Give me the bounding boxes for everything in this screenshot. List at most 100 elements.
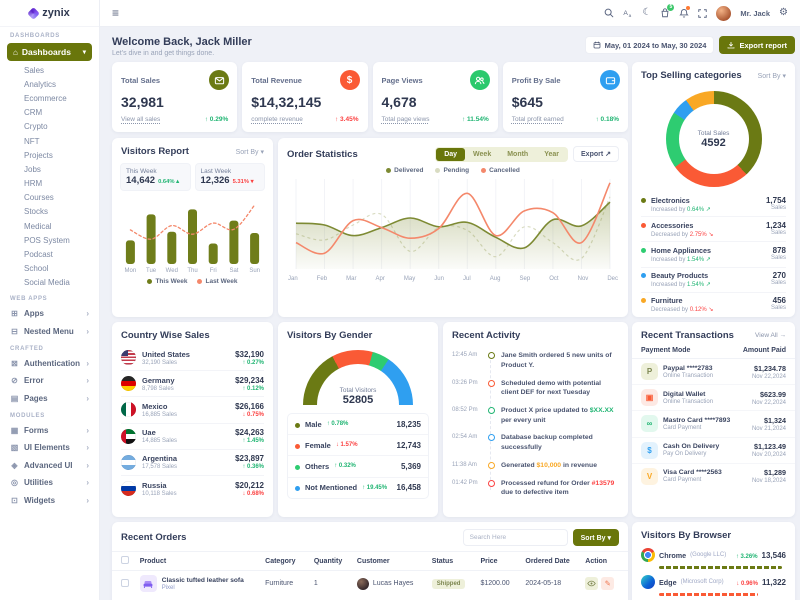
activity-item: 12:45 Am Jane Smith ordered 5 new units … (452, 352, 612, 369)
sidebar-subitem[interactable]: NFT (24, 136, 40, 146)
svg-text:A: A (624, 10, 629, 17)
sidebar-subitem[interactable]: POS System (24, 235, 70, 245)
sidebar-subitem[interactable]: Social Media (24, 278, 70, 288)
view-all-link[interactable]: View All → (755, 332, 786, 339)
country-row[interactable]: Argentina 17,578 Sales $23,897 ↑ 0.36% (121, 450, 264, 476)
sidebar-subitem[interactable]: Analytics (24, 79, 57, 89)
country-row[interactable]: United States 32,190 Sales $32,190 ↑ 0.2… (121, 345, 264, 372)
gender-dot (295, 464, 300, 470)
browsers-title: Visitors By Browser (641, 530, 732, 541)
notifications-bell-icon[interactable] (679, 6, 691, 18)
order-stats-tab[interactable]: Month (507, 150, 529, 158)
country-row[interactable]: Russia 10,118 Sales $20,212 ↓ 0.68% (121, 476, 264, 501)
sidebar-item[interactable]: ⊠ Authentication › (0, 355, 99, 372)
transactions-list: P Paypal ****2783 Online Transaction $1,… (632, 359, 795, 489)
view-eye-icon[interactable] (585, 577, 599, 590)
transaction-row: P Paypal ****2783 Online Transaction $1,… (632, 359, 795, 386)
order-stats-tab[interactable]: Day (436, 147, 466, 161)
stat-delta: ↑ 11.54% (462, 116, 489, 123)
stat-link[interactable]: Total page views (381, 116, 430, 123)
sidebar-subitem[interactable]: Stocks (24, 207, 49, 217)
select-all-checkbox[interactable] (121, 556, 129, 564)
order-stats-tab[interactable]: Year (544, 150, 560, 158)
product-brand-link[interactable]: Pixel (161, 584, 175, 591)
orders-search-input[interactable] (462, 529, 568, 546)
chevron-right-icon: › (86, 326, 89, 336)
page-title: Welcome Back, Jack Miller (112, 36, 252, 48)
recent-activity-card: Recent Activity 12:45 Am Jane Smith orde… (443, 322, 628, 517)
sidebar-subitem[interactable]: HRM (24, 179, 43, 189)
sidebar-item[interactable]: ◈ Advanced UI › (0, 457, 99, 474)
hamburger-menu-icon[interactable]: ≡ (112, 6, 120, 20)
order-stats-export-button[interactable]: Export (573, 146, 619, 162)
row-checkbox[interactable] (121, 578, 129, 587)
sidebar-subitem[interactable]: Courses (24, 193, 54, 203)
stat-value: 4,678 (381, 94, 417, 110)
stat-link[interactable]: Total profit earned (511, 116, 564, 123)
brand-logo[interactable]: zynix (0, 0, 99, 27)
stat-delta: ↑ 0.29% (204, 116, 229, 123)
country-row[interactable]: Germany 8,798 Sales $29,234 ↑ 0.12% (121, 371, 264, 398)
legend-dot (481, 168, 487, 173)
date-range-picker[interactable]: May, 01 2024 to May, 30 2024 (584, 36, 715, 54)
sidebar-item-label: Nested Menu (24, 326, 74, 336)
sidebar-subitem[interactable]: School (24, 264, 49, 274)
legend-dot (147, 279, 153, 284)
cart-bag-icon[interactable]: 5 (660, 4, 675, 18)
search-icon[interactable] (604, 8, 614, 18)
browser-progress-bar (659, 566, 783, 569)
activity-item: 03:26 Pm Scheduled demo with potential c… (452, 379, 602, 397)
sidebar-subitem[interactable]: Projects (24, 150, 53, 160)
chevron-right-icon: › (86, 393, 89, 403)
chevron-right-icon: › (86, 495, 89, 505)
sidebar-item[interactable]: ⊡ Widgets › (0, 491, 99, 508)
sidebar-subitem[interactable]: Ecommerce (24, 93, 67, 103)
country-row[interactable]: Mexico 16,885 Sales $26,166 ↓ 0.75% (121, 397, 264, 424)
sidebar-subitem[interactable]: Medical (24, 221, 52, 231)
orders-sort-button[interactable]: Sort By (572, 529, 619, 546)
sidebar-item-icon: ⊡ (11, 495, 18, 505)
edit-pencil-icon[interactable]: ✎ (601, 577, 615, 590)
stat-link[interactable]: complete revenue (251, 116, 303, 123)
gender-dot (295, 486, 300, 492)
sidebar-item[interactable]: ⊘ Error › (0, 372, 99, 389)
chevron-right-icon: › (86, 309, 89, 319)
sidebar-item-dashboards[interactable]: ⌂ Dashboards ▾ (7, 43, 92, 61)
sidebar-webapp-items: ⊞ Apps › ⊟ Nested Menu › (0, 305, 99, 340)
user-avatar[interactable] (716, 5, 732, 21)
stat-link[interactable]: View all sales (121, 116, 161, 123)
sidebar-item[interactable]: ⊞ Apps › (0, 305, 99, 322)
sidebar-section-modules: MODULES (10, 412, 45, 419)
sidebar-item[interactable]: ▤ Pages › (0, 390, 99, 407)
country-row[interactable]: Uae 14,885 Sales $24,263 ↑ 1.45% (121, 424, 264, 450)
sidebar-subitem[interactable]: Jobs (24, 164, 41, 174)
country-flag-icon (121, 402, 136, 418)
stat-card-total-sales: Total Sales 32,981 View all sales ↑ 0.29… (112, 62, 238, 132)
notification-dot (686, 6, 691, 10)
sidebar-item[interactable]: ⊟ Nested Menu › (0, 322, 99, 339)
sidebar-item-icon: ⊞ (11, 309, 18, 319)
sidebar-subitem[interactable]: CRM (24, 108, 43, 118)
fullscreen-icon[interactable] (698, 8, 708, 18)
stat-title: Total Revenue (251, 76, 302, 85)
sidebar-item[interactable]: ▦ Forms › (0, 422, 99, 439)
top-selling-list: Electronics Increased by 0.64% ↗ 1,754 S… (632, 192, 795, 317)
sidebar-subitem[interactable]: Crypto (24, 122, 48, 132)
dark-mode-moon-icon[interactable]: ☾ (642, 7, 652, 18)
sidebar-subitem[interactable]: Sales (24, 65, 45, 75)
export-report-button[interactable]: Export report (719, 36, 795, 54)
sidebar-dashboards-label: Dashboards (21, 47, 71, 57)
gear-icon[interactable]: ⚙ (779, 7, 788, 18)
sidebar-item[interactable]: ◎ Utilities › (0, 474, 99, 491)
order-stats-tab[interactable]: Week (473, 150, 492, 158)
sidebar-item[interactable]: ▧ UI Elements › (0, 439, 99, 456)
visitors-report-sort-by[interactable]: Sort By (236, 148, 264, 156)
user-name[interactable]: Mr. Jack (740, 8, 771, 18)
order-statistics-title: Order Statistics (287, 148, 358, 160)
sidebar-item-label: Authentication (24, 358, 80, 368)
sidebar-crafted-items: ⊠ Authentication › ⊘ Error › ▤ Pages › (0, 355, 99, 407)
stat-delta: ↑ 0.18% (595, 116, 620, 123)
top-selling-sort-by[interactable]: Sort By (758, 72, 786, 80)
sidebar-subitem[interactable]: Podcast (24, 250, 53, 260)
